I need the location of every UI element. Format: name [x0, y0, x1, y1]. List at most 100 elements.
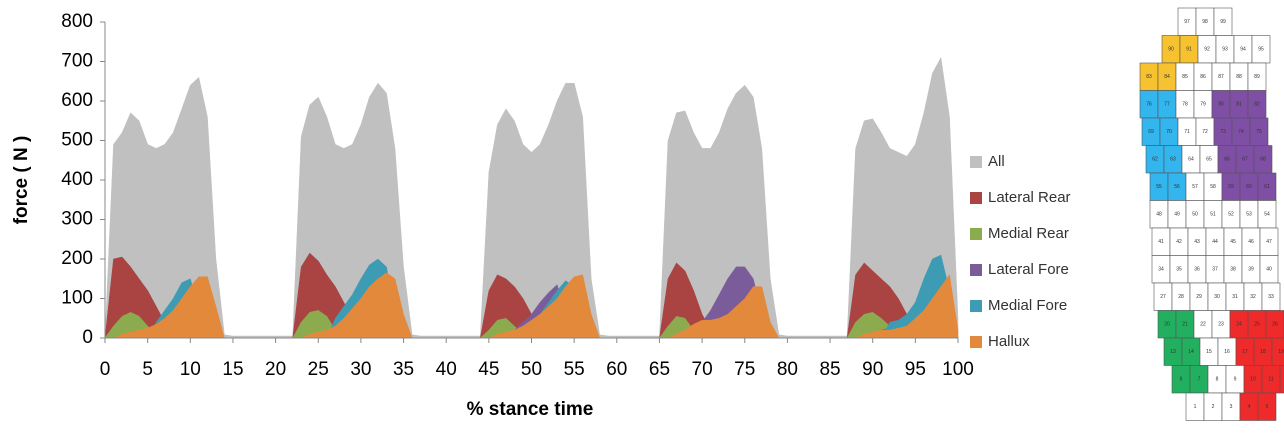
x-axis-title: % stance time: [467, 399, 594, 420]
sensor-label: 45: [1230, 239, 1236, 245]
sensor-label: 82: [1254, 102, 1260, 108]
x-tick-label: 100: [942, 359, 974, 380]
sensor-label: 27: [1160, 294, 1166, 300]
legend-swatch: [970, 300, 982, 312]
sensor-label: 55: [1156, 184, 1162, 190]
sensor-label: 90: [1168, 47, 1174, 53]
sensor-label: 63: [1170, 157, 1176, 163]
x-tick-label: 55: [564, 359, 585, 380]
x-tick-label: 25: [308, 359, 329, 380]
sensor-label: 35: [1176, 267, 1182, 273]
sensor-label: 68: [1260, 157, 1266, 163]
sensor-label: 95: [1258, 47, 1264, 53]
x-tick-label: 50: [521, 359, 542, 380]
sensor-label: 41: [1158, 239, 1164, 245]
sensor-label: 34: [1158, 267, 1164, 273]
sensor-label: 46: [1248, 239, 1254, 245]
x-tick-label: 30: [350, 359, 371, 380]
x-tick-label: 5: [142, 359, 153, 380]
sensor-label: 84: [1164, 74, 1170, 80]
sensor-label: 89: [1254, 74, 1260, 80]
sensor-label: 91: [1186, 47, 1192, 53]
sensor-label: 57: [1192, 184, 1198, 190]
sensor-label: 51: [1210, 212, 1216, 218]
sensor-label: 85: [1182, 74, 1188, 80]
sensor-label: 7: [1198, 377, 1201, 383]
x-tick-label: 40: [436, 359, 457, 380]
legend-swatch: [970, 228, 982, 240]
sensor-label: 76: [1146, 102, 1152, 108]
sensor-label: 74: [1238, 129, 1244, 135]
sensor-label: 81: [1236, 102, 1242, 108]
sensor-label: 40: [1266, 267, 1272, 273]
x-tick-label: 95: [905, 359, 926, 380]
sensor-label: 52: [1228, 212, 1234, 218]
sensor-label: 47: [1266, 239, 1272, 245]
sensor-label: 58: [1210, 184, 1216, 190]
sensor-label: 42: [1176, 239, 1182, 245]
sensor-label: 20: [1164, 322, 1170, 328]
sensor-label: 65: [1206, 157, 1212, 163]
sensor-label: 18: [1260, 349, 1266, 355]
sensor-label: 66: [1224, 157, 1230, 163]
legend-swatch: [970, 156, 982, 168]
x-tick-label: 65: [649, 359, 670, 380]
sensor-cell: [1257, 392, 1277, 421]
x-tick-label: 90: [862, 359, 883, 380]
sensor-label: 31: [1232, 294, 1238, 300]
sensor-label: 93: [1222, 47, 1228, 53]
sensor-label: 99: [1220, 19, 1226, 25]
y-tick-label: 300: [61, 209, 93, 230]
legend-label: Medial Fore: [988, 297, 1067, 314]
y-tick-label: 400: [61, 169, 93, 190]
sensor-label: 26: [1272, 322, 1278, 328]
y-tick-label: 600: [61, 90, 93, 111]
sensor-label: 69: [1148, 129, 1154, 135]
legend-swatch: [970, 192, 982, 204]
sensor-label: 98: [1202, 19, 1208, 25]
sensor-label: 64: [1188, 157, 1194, 163]
x-tick-label: 75: [734, 359, 755, 380]
sensor-label: 86: [1200, 74, 1206, 80]
legend-label: Lateral Rear: [988, 189, 1071, 206]
x-tick-label: 85: [819, 359, 840, 380]
y-tick-label: 100: [61, 288, 93, 309]
sensor-label: 97: [1184, 19, 1190, 25]
sensor-label: 80: [1218, 102, 1224, 108]
sensor-label: 3: [1230, 404, 1233, 410]
sensor-label: 25: [1254, 322, 1260, 328]
sensor-label: 5: [1266, 404, 1269, 410]
x-tick-label: 10: [180, 359, 201, 380]
sensor-label: 72: [1202, 129, 1208, 135]
sensor-label: 21: [1182, 322, 1188, 328]
sensor-label: 92: [1204, 47, 1210, 53]
sensor-label: 17: [1242, 349, 1248, 355]
sensor-label: 2: [1212, 404, 1215, 410]
sensor-label: 38: [1230, 267, 1236, 273]
y-tick-label: 700: [61, 51, 93, 72]
sensor-label: 28: [1178, 294, 1184, 300]
x-tick-label: 45: [478, 359, 499, 380]
x-tick-label: 70: [692, 359, 713, 380]
x-tick-label: 80: [777, 359, 798, 380]
sensor-label: 39: [1248, 267, 1254, 273]
sensor-label: 15: [1206, 349, 1212, 355]
sensor-label: 67: [1242, 157, 1248, 163]
sensor-label: 78: [1182, 102, 1188, 108]
legend-label: Medial Rear: [988, 225, 1069, 242]
y-tick-label: 0: [82, 327, 93, 348]
sensor-label: 33: [1268, 294, 1274, 300]
sensor-label: 88: [1236, 74, 1242, 80]
sensor-label: 73: [1220, 129, 1226, 135]
sensor-label: 16: [1224, 349, 1230, 355]
y-tick-label: 800: [61, 11, 93, 32]
sensor-label: 11: [1268, 377, 1273, 383]
sensor-label: 10: [1250, 377, 1256, 383]
sensor-label: 36: [1194, 267, 1200, 273]
sensor-label: 62: [1152, 157, 1158, 163]
sensor-label: 23: [1218, 322, 1224, 328]
y-axis-title: force ( N ): [11, 136, 32, 225]
sensor-label: 37: [1212, 267, 1218, 273]
sensor-label: 77: [1164, 102, 1170, 108]
